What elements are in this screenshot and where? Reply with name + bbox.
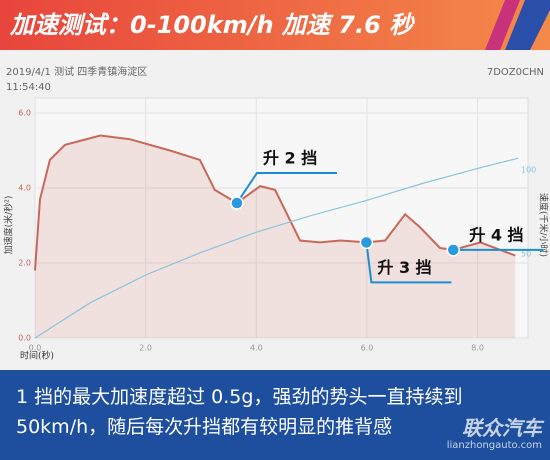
x-tick-label: 0.0 <box>29 344 42 353</box>
banner <box>0 0 550 50</box>
leader <box>365 242 452 284</box>
shift-point <box>359 235 374 250</box>
y-tick-label: 4.0 <box>18 184 31 193</box>
x-axis-label: 时间(秒) <box>20 350 54 362</box>
annotation: 升 4 挡 <box>469 225 523 244</box>
y2-tick-label: 100 <box>521 166 536 175</box>
y-tick-label: 6.0 <box>18 109 31 118</box>
shift-point <box>230 196 244 210</box>
y-tick-label: 0.0 <box>18 334 31 343</box>
area <box>35 135 516 338</box>
stripe <box>505 0 550 50</box>
shift-point <box>446 243 461 257</box>
x-tick-label: 8.0 <box>471 344 484 353</box>
annotation: 升 3 挡 <box>377 258 431 277</box>
watermark: 联众汽车 <box>462 416 542 440</box>
x-tick-label: 4.0 <box>250 344 263 353</box>
x-tick-label: 6.0 <box>361 344 374 353</box>
x-tick-label: 2.0 <box>139 344 152 353</box>
y-axis-label: 加速度(米/秒²) <box>3 196 15 255</box>
y-tick-label: 2.0 <box>18 259 31 268</box>
caption: 1 挡的最大加速度超过 0.5g，强劲的势头一直持续到 50km/h，随后每次升… <box>0 370 550 460</box>
meta: 2019/4/1 测试 四季青镇海淀区 <box>6 65 147 78</box>
meta: 11:54:40 <box>6 82 51 93</box>
banner-title: 加速测试：0-100km/h 加速 7.6 秒 <box>9 11 415 39</box>
watermark: lianzhongauto.com <box>446 440 542 451</box>
leader <box>236 172 337 204</box>
annotation: 升 2 挡 <box>263 149 317 168</box>
y2-tick-label: 50 <box>521 250 531 259</box>
series-line <box>34 157 519 339</box>
chart: 加速测试：0-100km/h 加速 7.6 秒 2019/4/1 测试 四季青镇… <box>0 0 550 362</box>
y2-axis-label: 速度(千米/小时) <box>538 193 550 257</box>
stripe <box>485 0 520 50</box>
meta: 7DOZ0CHN <box>487 67 544 78</box>
series-line <box>34 134 516 271</box>
